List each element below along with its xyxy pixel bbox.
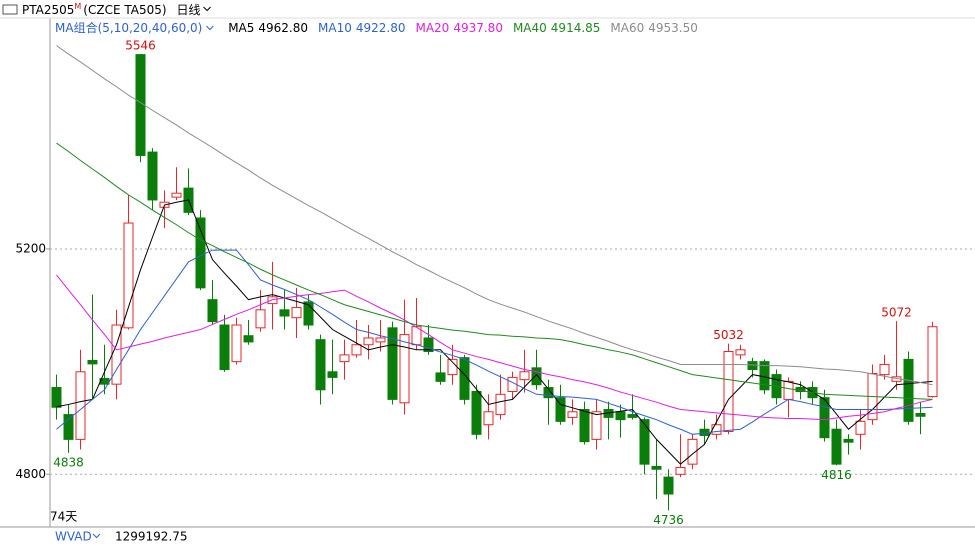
y-tick-label: 5200 [15,241,46,255]
candle-body [519,371,530,381]
candle-body [291,307,302,319]
candle-body [471,390,482,435]
period-dropdown [203,6,211,12]
candle-body [531,367,542,386]
candle-body [231,324,242,363]
candle-body [675,467,686,475]
ma-dropdown [206,25,214,31]
candle-body [351,344,362,356]
candle-body [879,363,890,376]
span-label: 74天 [50,510,77,524]
candle-body [687,438,698,465]
candle-body [63,414,74,440]
legend-value: 4937.80 [453,21,503,35]
candle-body [495,393,506,416]
candle-body [255,309,266,329]
legend-value: 4914.85 [551,21,601,35]
ma-line [56,274,933,421]
legend-value: 4962.80 [258,21,308,35]
candle-body [615,411,626,421]
candle-body [555,397,566,422]
legend: MA组合(5,10,20,40,60,0) MA5 4962.80 MA10 4922… [55,20,698,35]
candle-body [567,411,578,418]
candle-body [123,222,134,329]
candle-body [783,380,794,400]
candle-body [267,296,278,305]
candle-body [831,428,842,465]
candle-body [51,387,62,408]
candle-body [723,350,734,432]
candle-body [843,438,854,443]
candle-body [303,301,314,326]
header: PTA2505M (CZCE TA505) 日线 [22,2,201,17]
candle-body [651,465,662,470]
extreme-label: 5546 [125,39,156,53]
candle-body [243,335,254,343]
candle-body [171,192,182,198]
extreme-label: 4736 [653,513,684,527]
candle-body [87,360,98,365]
candle-body [639,419,650,465]
extreme-label: 5032 [713,328,744,342]
title-sup: M [74,2,81,11]
y-tick-label: 4800 [15,467,46,481]
plot: 4800 5200 5546 4838 5032 4736 4816 5072 [15,39,975,527]
candle-body [423,337,434,352]
candle-body [579,409,590,443]
candle-body [927,326,938,398]
legend-name: MA20 [415,21,449,35]
symbol-icon [2,4,18,15]
subtitle: (CZCE TA505) [83,3,166,17]
candle-body [483,411,494,426]
period[interactable]: 日线 [177,3,201,17]
indicator-dropdown[interactable] [92,533,101,539]
candle-body [459,357,470,400]
indicator-value: 1299192.75 [115,530,188,544]
candle-body [915,412,926,417]
candle-body [711,424,722,435]
extreme-label: 4838 [53,455,84,469]
indicator-name[interactable]: WVAD [55,530,92,544]
candle-body [207,299,218,323]
candle-body [903,358,914,422]
candle-body [195,217,206,289]
candle-body [315,339,326,391]
legend-name: MA40 [513,21,547,35]
legend-name: MA10 [318,21,352,35]
candle-body [75,371,86,440]
candle-body [855,420,866,435]
candle-body [339,354,350,363]
legend-name: MA60 [610,21,644,35]
ma-line [56,45,933,386]
candle-body [735,349,746,356]
candle-body [819,397,830,439]
candle-body [399,334,410,404]
candle-body [627,414,638,418]
legend-name: MA5 [228,21,254,35]
candle-body [387,327,398,400]
ma-label[interactable]: MA组合(5,10,20,40,60,0) [55,20,202,35]
ma-line [56,142,933,400]
ma-line [56,199,933,465]
candle-body [663,476,674,495]
candle-body [375,337,386,343]
candle-body [435,372,446,382]
extreme-label: 5072 [881,306,912,320]
candle-body [543,387,554,399]
candle-body [591,411,602,440]
legend-value: 4953.50 [648,21,698,35]
legend-value: 4922.80 [356,21,406,35]
candle-body [147,151,158,201]
extreme-label: 4816 [821,468,852,482]
chart-title: PTA2505 [22,3,74,17]
candle-body [363,337,374,346]
candle-body [219,324,230,371]
candle-body [279,309,290,317]
ma-line [56,249,933,435]
candle-body [327,371,338,378]
